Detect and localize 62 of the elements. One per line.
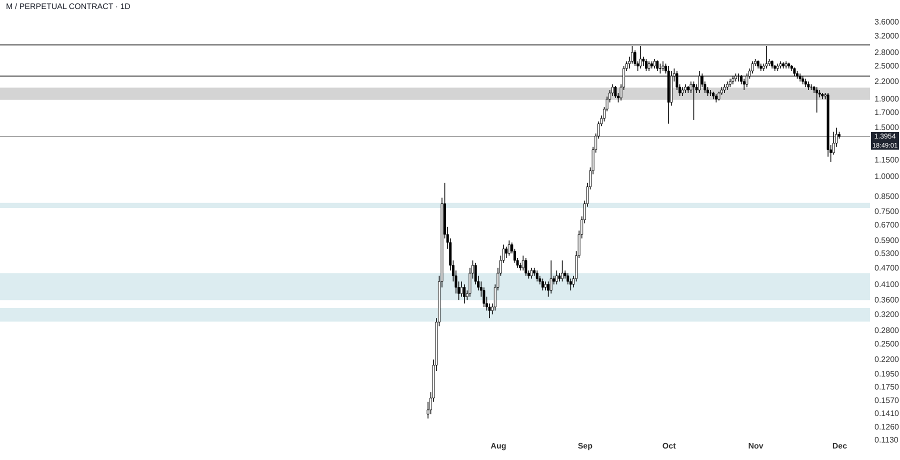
- y-tick-label: 0.1260: [874, 422, 900, 432]
- y-tick-label: 0.1950: [874, 370, 900, 379]
- y-tick-label: 2.2000: [874, 76, 900, 86]
- y-tick-label: 0.7500: [874, 206, 900, 216]
- candlestick: [536, 270, 538, 282]
- y-tick-label: 3.6000: [874, 18, 900, 26]
- y-tick-label: 0.4700: [874, 263, 900, 272]
- y-tick-label: 0.3200: [874, 310, 900, 319]
- y-tick-label: 1.0000: [874, 172, 900, 182]
- candlestick: [765, 46, 768, 69]
- y-tick-label: 1.5000: [874, 123, 900, 132]
- candlestick: [653, 58, 656, 69]
- y-tick-label: 0.1130: [874, 436, 899, 444]
- candlestick: [662, 60, 664, 72]
- candlestick: [742, 78, 746, 90]
- candlestick: [524, 258, 528, 276]
- candlestick: [460, 281, 463, 298]
- y-tick-label: 0.1570: [874, 396, 900, 405]
- candlestick: [656, 60, 659, 72]
- y-tick-label: 0.5300: [874, 248, 900, 258]
- candlestick: [522, 255, 524, 271]
- candlestick: [547, 281, 550, 298]
- candlestick: [508, 240, 510, 256]
- x-tick-label: Aug: [490, 442, 506, 450]
- y-tick-label: 0.6700: [874, 220, 900, 230]
- candlestick: [816, 86, 818, 114]
- candlestick: [463, 284, 466, 304]
- y-tick-label: 0.2200: [874, 355, 900, 364]
- x-tick-label: Nov: [748, 442, 764, 450]
- candlestick: [550, 260, 552, 294]
- candlestick: [709, 90, 712, 96]
- y-tick-label: 1.7000: [874, 108, 900, 118]
- y-tick-label: 0.1410: [874, 408, 900, 418]
- candlestick: [658, 63, 662, 74]
- y-tick-label: 1.1500: [874, 155, 900, 164]
- candlestick: [644, 58, 648, 72]
- y-tick-label: 0.4100: [874, 280, 900, 289]
- y-tick-label: 0.2800: [874, 326, 900, 335]
- y-tick-label: 1.9000: [874, 94, 900, 104]
- candlestick: [555, 270, 558, 285]
- candlestick: [505, 246, 508, 258]
- candlestick: [639, 46, 642, 69]
- y-tick-label: 2.5000: [874, 62, 900, 71]
- candlestick: [541, 278, 544, 291]
- y-tick-label: 0.8500: [874, 192, 900, 201]
- candlestick: [614, 86, 617, 98]
- candlestick: [648, 60, 650, 72]
- x-tick-label: Oct: [662, 442, 676, 450]
- candlestick: [692, 81, 696, 120]
- y-tick-label: 0.1750: [874, 382, 900, 392]
- candlestick: [530, 267, 533, 280]
- y-tick-label: 0.5900: [874, 236, 900, 245]
- candlestick: [561, 260, 564, 282]
- y-tick-label: 3.2000: [874, 32, 900, 41]
- candlestick: [698, 70, 701, 94]
- candlestick: [630, 46, 634, 64]
- y-tick-label: 2.8000: [874, 48, 900, 57]
- y-tick-label: 0.2500: [874, 340, 900, 349]
- x-tick-label: Dec: [832, 442, 848, 450]
- chart-title: M / PERPETUAL CONTRACT · 1D: [6, 2, 131, 11]
- x-tick-label: Sep: [578, 442, 593, 450]
- y-tick-label: 0.3600: [874, 296, 900, 305]
